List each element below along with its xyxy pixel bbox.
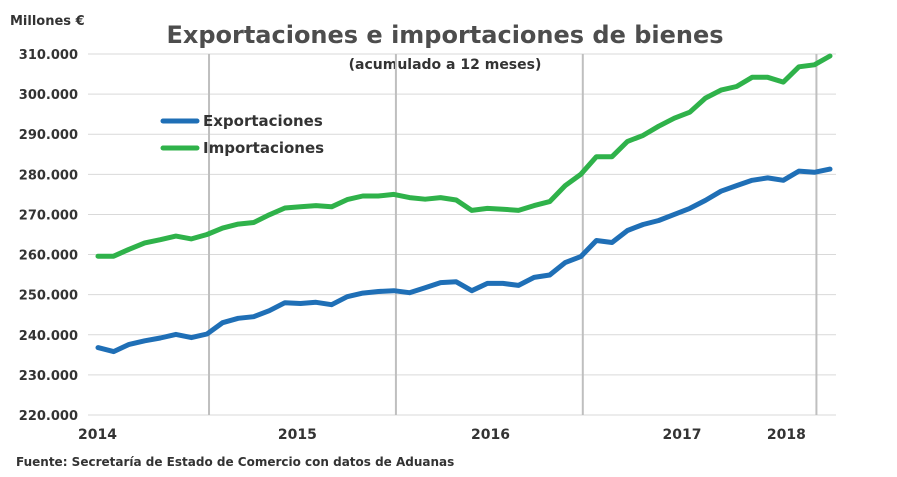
y-tick-label: 220.000 [19, 409, 78, 424]
y-tick-label: 290.000 [19, 128, 78, 143]
y-tick-label: 260.000 [19, 249, 78, 264]
x-axis-ticks: 2014 2015 2016 2017 2018 [78, 427, 806, 443]
y-tick-label: 250.000 [19, 289, 78, 304]
y-tick-label: 270.000 [19, 208, 78, 223]
legend-label-importaciones: Importaciones [203, 139, 324, 157]
source-note: Fuente: Secretaría de Estado de Comercio… [16, 455, 454, 469]
series-line-importaciones [95, 53, 833, 259]
y-tick-label: 230.000 [19, 369, 78, 384]
y-tick-label: 240.000 [19, 329, 78, 344]
x-tick-label: 2018 [767, 427, 806, 443]
chart-title: Exportaciones e importaciones de bienes [166, 21, 723, 49]
legend-label-exportaciones: Exportaciones [203, 112, 323, 130]
legend: Exportaciones Importaciones [160, 112, 324, 157]
x-tick-label: 2015 [278, 427, 317, 443]
year-separators [208, 54, 818, 415]
y-axis-unit: Millones € [10, 14, 85, 29]
x-tick-label: 2016 [471, 427, 510, 443]
series-lines [95, 53, 833, 355]
x-tick-label: 2017 [663, 427, 702, 443]
y-tick-label: 280.000 [19, 168, 78, 183]
chart-subtitle: (acumulado a 12 meses) [349, 57, 542, 73]
series-line-exportaciones [95, 166, 833, 355]
y-tick-label: 310.000 [19, 48, 78, 63]
x-tick-label: 2014 [78, 427, 117, 443]
y-tick-label: 300.000 [19, 88, 78, 103]
grid-lines [88, 53, 836, 416]
y-axis-ticks: 220.000 230.000 240.000 250.000 260.000 270.0… [19, 48, 78, 424]
